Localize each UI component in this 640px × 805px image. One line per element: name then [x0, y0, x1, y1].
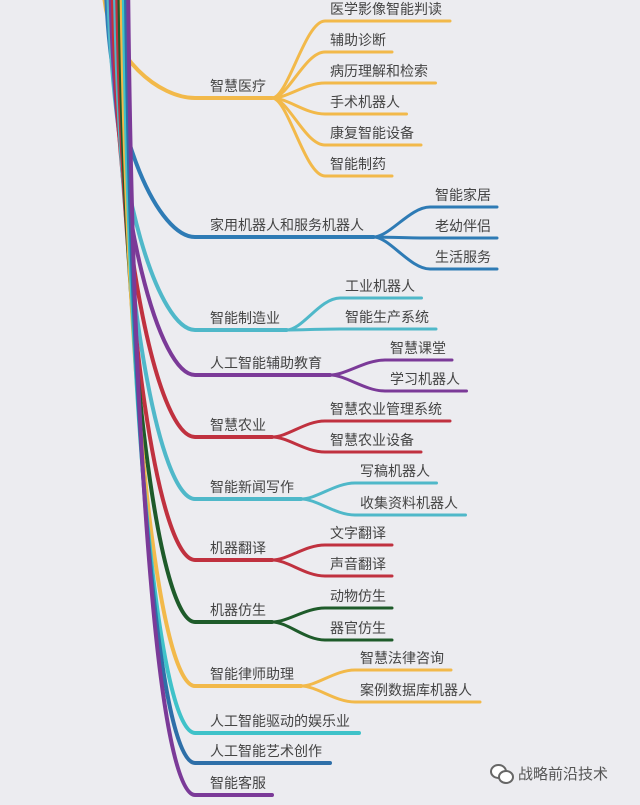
child-label: 动物仿生: [330, 589, 386, 605]
child-label: 智慧农业设备: [330, 432, 414, 449]
child-label: 智慧法律咨询: [360, 651, 444, 667]
child-line: [372, 235, 499, 271]
child-label: 收集资料机器人: [360, 495, 458, 512]
child-line: [270, 606, 394, 624]
child-line: [328, 373, 468, 393]
child-line: [372, 235, 499, 240]
child-label: 工业机器人: [345, 279, 415, 295]
branch-label: 智慧医疗: [210, 79, 266, 95]
child-line: [299, 684, 482, 704]
child-line: [270, 558, 394, 578]
child-label: 案例数据库机器人: [360, 682, 472, 699]
child-label: 老幼伴侣: [435, 219, 491, 235]
child-line: [270, 96, 394, 178]
child-label: 声音翻译: [330, 556, 386, 573]
branch-label: 家用机器人和服务机器人: [210, 217, 364, 234]
child-label: 文字翻译: [330, 526, 386, 542]
child-label: 辅助诊断: [330, 33, 386, 49]
child-label: 病历理解和检索: [330, 63, 428, 80]
child-line: [270, 435, 423, 454]
child-line: [285, 327, 438, 332]
branch-label: 智慧农业: [210, 418, 266, 434]
branch-label: 智能制造业: [210, 311, 280, 327]
child-line: [270, 620, 394, 642]
watermark: 战略前沿技术: [490, 763, 608, 784]
child-label: 生活服务: [435, 250, 491, 266]
child-label: 写稿机器人: [360, 464, 430, 480]
branch-label: 智能律师助理: [210, 667, 294, 683]
child-label: 智慧农业管理系统: [330, 402, 442, 418]
branch-label: 智能新闻写作: [210, 480, 294, 496]
child-label: 智能制药: [330, 157, 386, 173]
child-label: 器官仿生: [330, 621, 386, 637]
branch-label: 人工智能辅助教育: [210, 356, 322, 372]
watermark-text: 战略前沿技术: [518, 765, 609, 783]
child-label: 康复智能设备: [330, 125, 414, 142]
child-label: 学习机器人: [390, 372, 460, 388]
branch-label: 人工智能驱动的娱乐业: [210, 714, 350, 730]
branch-label: 智能客服: [210, 775, 266, 792]
branch-label: 人工智能艺术创作: [210, 744, 322, 760]
child-line: [299, 497, 467, 517]
child-label: 智能家居: [435, 187, 491, 204]
wechat-icon: [490, 763, 514, 784]
branch-label: 机器仿生: [210, 603, 266, 619]
branch-label: 机器翻译: [210, 541, 266, 557]
child-label: 手术机器人: [330, 95, 400, 111]
branch-line: [126, 0, 274, 797]
child-label: 医学影像智能判读: [330, 1, 442, 18]
child-label: 智慧课堂: [390, 341, 446, 357]
child-label: 智能生产系统: [345, 310, 429, 326]
